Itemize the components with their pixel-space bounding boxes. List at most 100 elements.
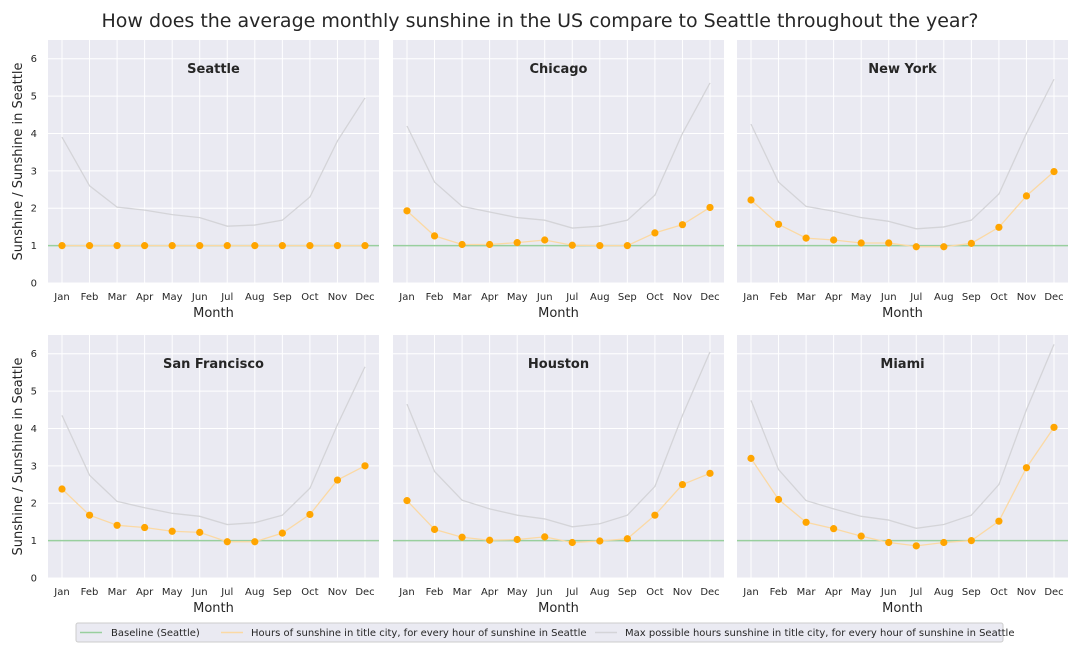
- x-tick-label: Dec: [1044, 587, 1063, 598]
- y-tick-label: 5: [31, 92, 37, 103]
- sunshine-ratio-point: [830, 236, 838, 244]
- max-possible-line: [406, 82, 711, 229]
- max-possible-line: [61, 366, 366, 526]
- x-tick-label: Oct: [990, 587, 1007, 598]
- x-tick-label: May: [162, 587, 183, 598]
- sunshine-ratio-point: [278, 242, 286, 250]
- x-tick-label: Aug: [934, 292, 954, 303]
- x-tick-label: Jan: [398, 292, 414, 303]
- x-tick-label: Sep: [962, 587, 981, 598]
- x-tick-label: Aug: [590, 292, 610, 303]
- sunshine-ratio-point: [623, 242, 631, 250]
- y-tick-label: 6: [31, 349, 37, 360]
- sunshine-ratio-point: [513, 535, 521, 544]
- x-tick-label: Aug: [245, 292, 265, 303]
- sunshine-ratio-point: [830, 525, 838, 533]
- sunshine-ratio-point: [940, 538, 948, 547]
- y-tick-label: 1: [31, 241, 37, 252]
- sunshine-ratio-point: [141, 523, 149, 532]
- sunshine-ratio-point: [596, 537, 604, 545]
- y-tick-label: 4: [31, 129, 37, 140]
- sunshine-ratio-point: [802, 518, 810, 526]
- panel-new-york: Jan Feb Mar Apr May Jun Jul Aug Sep Oct Nov Dec Mont…: [737, 40, 1068, 321]
- x-tick-label: Apr: [825, 292, 843, 303]
- x-tick-label: Nov: [1017, 292, 1037, 303]
- y-tick-label: 5: [31, 387, 37, 398]
- x-tick-label: Jan: [398, 587, 414, 598]
- sunshine-ratio-point: [113, 242, 121, 250]
- x-tick-label: Feb: [81, 292, 99, 303]
- sunshine-ratio-point: [251, 538, 259, 546]
- sunshine-ratio-point: [995, 223, 1003, 231]
- plot-area: [737, 40, 1068, 283]
- x-tick-label: Jul: [220, 292, 233, 303]
- sunshine-ratio-point: [168, 527, 176, 535]
- sunshine-ratio-point: [223, 538, 231, 546]
- x-tick-label: Jun: [191, 292, 208, 303]
- x-tick-label: Nov: [1017, 587, 1037, 598]
- y-tick-label: 4: [31, 424, 37, 435]
- legend-label: Baseline (Seattle): [111, 628, 200, 639]
- x-tick-label: Nov: [673, 292, 693, 303]
- x-axis-label: Month: [538, 306, 579, 321]
- sunshine-ratio-point: [113, 521, 121, 529]
- max-possible-line: [750, 344, 1055, 529]
- x-tick-label: Dec: [700, 587, 719, 598]
- x-tick-label: Sep: [273, 587, 292, 598]
- sunshine-ratio-point: [568, 538, 576, 547]
- sunshine-ratio-point: [596, 242, 604, 250]
- x-tick-label: Apr: [825, 587, 843, 598]
- x-tick-label: Feb: [770, 587, 788, 598]
- y-tick-label: 3: [31, 461, 37, 472]
- sunshine-ratio-point: [333, 242, 342, 250]
- sunshine-ratio-point: [706, 203, 714, 212]
- sunshine-ratio-point: [706, 469, 714, 477]
- x-tick-label: Mar: [797, 292, 817, 303]
- x-tick-label: Jun: [880, 587, 897, 598]
- sunshine-ratio-point: [857, 239, 865, 247]
- y-tick-label: 6: [31, 54, 37, 65]
- x-tick-label: May: [851, 587, 872, 598]
- sunshine-ratio-point: [912, 243, 920, 251]
- sunshine-ratio-point: [403, 497, 411, 505]
- legend-label: Hours of sunshine in title city, for eve…: [251, 628, 587, 639]
- sunshine-ratio-point: [802, 234, 810, 242]
- panel-miami: Jan Feb Mar Apr May Jun Jul Aug Sep Oct Nov Dec Mont…: [737, 335, 1068, 616]
- x-tick-label: Oct: [646, 292, 663, 303]
- sunshine-ratio-point: [857, 532, 865, 540]
- x-tick-label: Oct: [301, 587, 318, 598]
- legend-label: Max possible hours sunshine in title cit…: [625, 628, 1014, 639]
- legend: Baseline (Seattle) Hours of sunshine in t…: [75, 622, 1014, 643]
- x-tick-label: Feb: [770, 292, 788, 303]
- x-tick-label: Aug: [934, 587, 954, 598]
- plot-area: [393, 335, 724, 578]
- x-tick-label: Sep: [618, 587, 637, 598]
- sunshine-ratio-point: [623, 535, 631, 543]
- sunshine-ratio-point: [486, 536, 494, 544]
- x-tick-label: May: [507, 587, 528, 598]
- sunshine-ratio-point: [361, 462, 369, 470]
- sunshine-ratio-point: [458, 533, 466, 541]
- x-tick-label: Jan: [53, 292, 69, 303]
- x-tick-label: Sep: [273, 292, 292, 303]
- sunshine-ratio-point: [85, 511, 94, 519]
- x-tick-label: Jun: [536, 292, 553, 303]
- x-tick-label: Dec: [1044, 292, 1063, 303]
- x-tick-label: Aug: [245, 587, 265, 598]
- sunshine-ratio-point: [58, 485, 66, 493]
- x-tick-label: Sep: [618, 292, 637, 303]
- x-tick-label: Nov: [328, 292, 348, 303]
- x-tick-label: Jun: [536, 587, 553, 598]
- sunshine-ratio-point: [430, 525, 439, 534]
- x-tick-label: Jan: [742, 292, 758, 303]
- sunshine-ratio-point: [967, 537, 975, 545]
- x-tick-label: Sep: [962, 292, 981, 303]
- sunshine-ratio-point: [995, 517, 1003, 525]
- sunshine-ratio-line: [61, 465, 366, 543]
- panel-title: Seattle: [187, 62, 240, 77]
- x-axis-label: Month: [193, 601, 234, 616]
- sunshine-ratio-line: [406, 472, 711, 544]
- max-possible-line: [406, 351, 711, 528]
- sunshine-ratio-point: [458, 240, 466, 249]
